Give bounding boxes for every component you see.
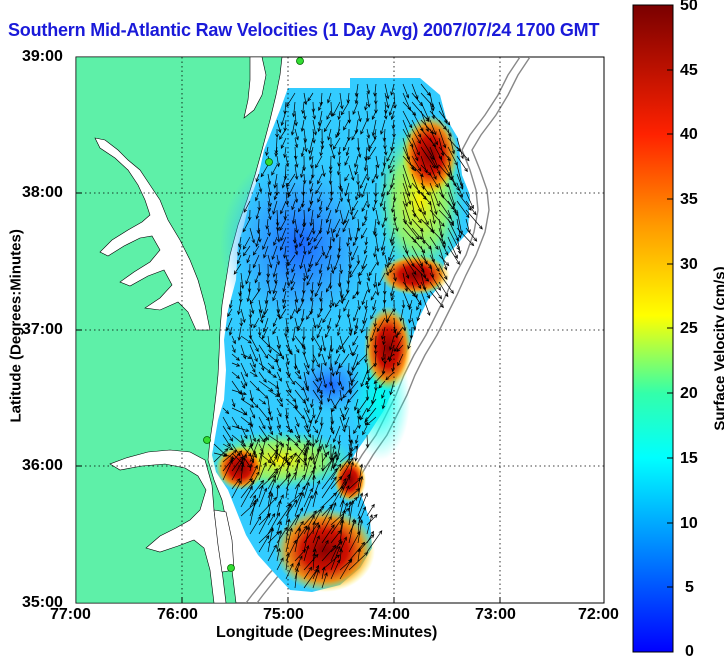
colorbar-tick-label: 0	[685, 643, 694, 661]
colorbar-tick-label: 25	[680, 320, 698, 338]
x-tick-label: 76:00	[157, 606, 198, 624]
colorbar-tick-label: 10	[680, 515, 698, 533]
radar-station-marker	[266, 159, 273, 166]
y-tick-label: 36:00	[22, 457, 63, 475]
colorbar-tick-label: 35	[680, 191, 698, 209]
colorbar-tick-label: 40	[680, 126, 698, 144]
x-axis-label: Longitude (Degrees:Minutes)	[216, 624, 437, 642]
colorbar-tick-label: 15	[680, 450, 698, 468]
radar-station-marker	[228, 565, 235, 572]
colorbar-tick-label: 30	[680, 256, 698, 274]
colorbar-tick-label: 50	[680, 0, 698, 15]
colorbar-label: Surface Velocity (cm/s)	[712, 249, 724, 449]
colorbar-tick-label: 20	[680, 385, 698, 403]
x-tick-label: 73:00	[475, 606, 516, 624]
x-tick-label: 75:00	[263, 606, 304, 624]
y-axis-label: Latitude (Degrees:Minutes)	[8, 263, 25, 423]
colorbar-tick-label: 5	[685, 579, 694, 597]
colorbar-tick-label: 45	[680, 62, 698, 80]
y-tick-label: 38:00	[22, 184, 63, 202]
x-tick-label: 74:00	[369, 606, 410, 624]
y-tick-label: 37:00	[22, 321, 63, 339]
radar-station-marker	[204, 437, 211, 444]
y-tick-label: 39:00	[22, 48, 63, 66]
x-tick-label: 72:00	[578, 606, 619, 624]
y-tick-label: 35:00	[22, 594, 63, 612]
radar-station-marker	[297, 58, 304, 65]
